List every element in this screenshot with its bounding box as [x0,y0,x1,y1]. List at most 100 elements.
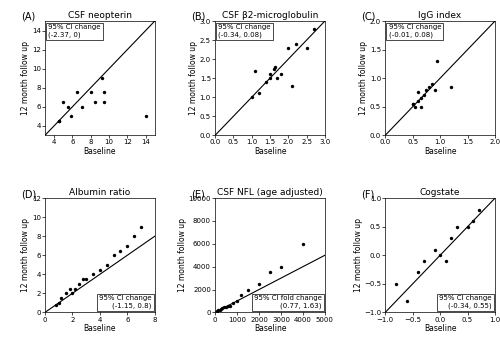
Point [76,281,84,287]
Point [216,306,224,312]
Point [270,66,278,72]
Y-axis label: 12 month follow up: 12 month follow up [190,41,198,115]
Point [274,75,281,81]
Text: 95% CI fold change
(0.77, 1.63): 95% CI fold change (0.77, 1.63) [254,296,322,309]
Point [233,298,241,304]
Text: 95% CI change
(-0.01, 0.08): 95% CI change (-0.01, 0.08) [388,25,441,38]
Point [60,99,68,105]
Title: CSF neopterin: CSF neopterin [68,11,132,20]
Point [412,104,420,110]
Point [142,113,150,119]
Title: CSF β2-microglobulin: CSF β2-microglobulin [222,11,318,20]
Title: Cogstate: Cogstate [420,188,461,197]
Point [464,224,471,230]
Point [73,90,81,95]
Point [66,286,74,291]
Point [226,303,234,308]
Y-axis label: 12 month follow up: 12 month follow up [22,218,30,292]
Point [284,45,292,51]
Point [292,41,300,47]
X-axis label: Baseline: Baseline [254,147,286,156]
Point [89,272,97,277]
Point [255,91,263,96]
Point [414,90,422,95]
Point [124,243,132,249]
Point [100,99,108,105]
Point [222,304,230,310]
X-axis label: Baseline: Baseline [424,147,456,156]
Point [216,307,224,312]
Point [447,84,455,90]
Point [420,93,428,98]
Point [425,84,433,90]
Point [403,298,411,304]
Text: (F): (F) [361,189,374,199]
Point [420,258,428,264]
Point [469,218,477,224]
Text: 95% CI change
(-0.34, 0.08): 95% CI change (-0.34, 0.08) [218,25,271,38]
Point [218,305,226,311]
Point [54,118,62,124]
X-axis label: Baseline: Baseline [84,324,116,333]
Point [255,281,263,287]
Y-axis label: 12 month follow up: 12 month follow up [22,41,30,115]
Point [474,207,482,212]
X-axis label: Baseline: Baseline [84,147,116,156]
Point [68,291,76,296]
Point [220,304,228,310]
Point [430,247,438,252]
Point [96,267,104,272]
Point [408,101,416,107]
Point [266,72,274,77]
Text: (B): (B) [191,12,206,22]
Point [252,68,260,73]
Point [430,87,438,92]
Point [214,307,222,313]
Point [64,104,72,110]
Point [266,270,274,275]
Point [78,104,86,110]
Text: 95% CI change
(-1.15, 0.8): 95% CI change (-1.15, 0.8) [99,296,152,309]
Point [52,302,60,307]
Point [137,224,145,230]
Point [277,72,285,77]
Point [66,113,74,119]
Point [82,276,90,282]
Point [80,276,88,282]
Point [92,99,100,105]
Point [408,101,416,107]
Point [262,79,270,85]
Point [54,300,62,306]
Y-axis label: 12 month follow up: 12 month follow up [360,41,368,115]
Title: IgG index: IgG index [418,11,462,20]
Text: (E): (E) [191,189,204,199]
Y-axis label: 12 month follow up: 12 month follow up [178,218,187,292]
Text: (D): (D) [21,189,36,199]
Point [116,248,124,253]
Point [62,291,70,296]
X-axis label: Baseline: Baseline [424,324,456,333]
Point [434,58,442,64]
Point [392,281,400,287]
Point [310,26,318,32]
Text: 95% CI change
(-0.34, 0.55): 95% CI change (-0.34, 0.55) [439,296,492,309]
Point [277,264,285,270]
Point [414,270,422,275]
Point [302,45,310,51]
Y-axis label: 12 month follow up: 12 month follow up [354,218,362,292]
Point [442,258,450,264]
Point [98,75,106,81]
Point [452,224,460,230]
Point [71,286,79,291]
Point [447,235,455,241]
Point [130,233,138,239]
Title: CSF NFL (age adjusted): CSF NFL (age adjusted) [217,188,323,197]
Point [100,90,108,95]
Point [244,287,252,292]
Point [102,262,110,267]
Point [266,75,274,81]
Point [417,104,425,110]
Point [58,295,66,301]
Point [86,90,94,95]
Point [414,98,422,104]
